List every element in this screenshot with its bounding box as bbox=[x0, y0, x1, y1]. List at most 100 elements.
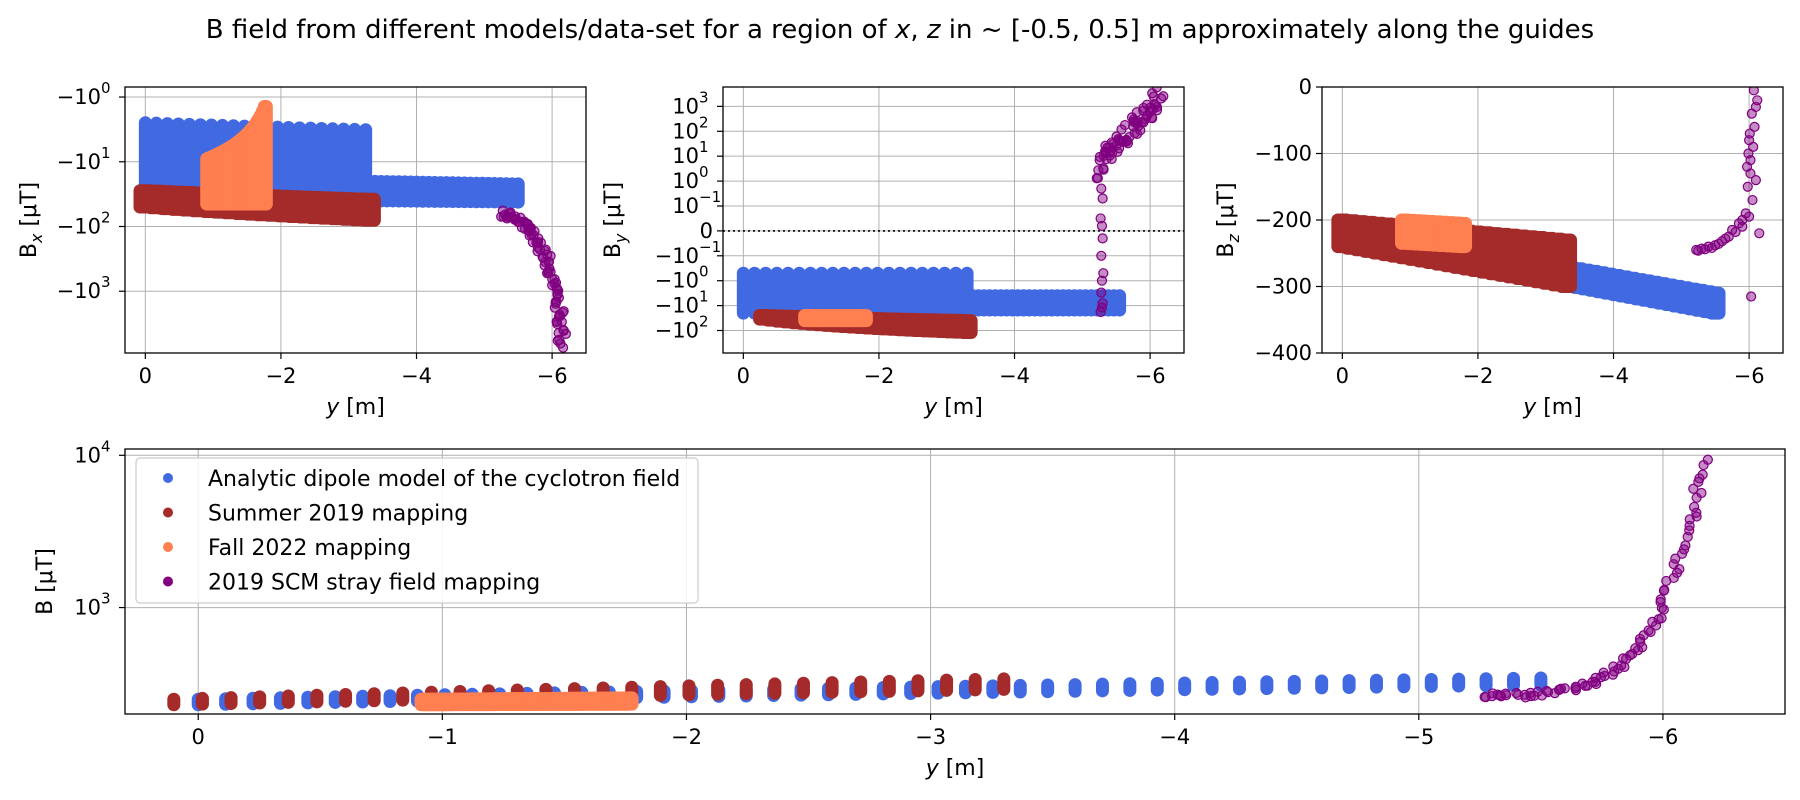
x-tick-label: 0 bbox=[1336, 364, 1349, 388]
x-axis-label: y [m] bbox=[923, 395, 983, 420]
data-point bbox=[557, 342, 569, 353]
series-fall2022 bbox=[798, 309, 873, 328]
y-tick-label: −200 bbox=[1254, 208, 1312, 232]
axes-frame bbox=[722, 86, 1185, 354]
data-point bbox=[1151, 101, 1163, 113]
data-mark bbox=[383, 689, 397, 709]
data-point bbox=[1670, 553, 1681, 564]
data-mark bbox=[315, 121, 329, 201]
data-mark bbox=[768, 677, 782, 700]
x-tick-label: 0 bbox=[192, 725, 205, 749]
data-mark bbox=[1123, 677, 1137, 697]
x-tick-label: −4 bbox=[999, 364, 1030, 388]
plot-area bbox=[167, 454, 1713, 712]
data-point bbox=[1689, 501, 1700, 513]
data-mark bbox=[848, 266, 862, 320]
x-tick-label: −6 bbox=[1734, 364, 1765, 388]
y-tick-exponent: 1 bbox=[101, 144, 111, 162]
y-tick-exponent: −1 bbox=[699, 188, 721, 206]
data-mark bbox=[938, 266, 952, 320]
data-mark bbox=[271, 120, 285, 201]
y-tick-label: 10 bbox=[74, 596, 101, 620]
y-axis-label: By [μT] bbox=[601, 182, 630, 258]
y-tick-label: 0 bbox=[1299, 75, 1312, 99]
data-mark bbox=[1113, 289, 1127, 317]
x-tick-label: −4 bbox=[401, 364, 432, 388]
data-point bbox=[1668, 572, 1679, 584]
series-scm2019 bbox=[1091, 87, 1169, 184]
y-tick-label: −10 bbox=[655, 244, 699, 268]
x-axis-label: y [m] bbox=[325, 395, 385, 420]
series-analytic bbox=[191, 671, 1548, 712]
y-tick-exponent: 0 bbox=[699, 263, 709, 281]
data-point bbox=[1688, 483, 1699, 494]
data-mark bbox=[915, 266, 929, 320]
figure-title: B field from different models/data-set f… bbox=[206, 15, 1594, 45]
data-mark bbox=[1232, 675, 1246, 696]
data-mark bbox=[792, 266, 806, 320]
y-tick-exponent: 0 bbox=[101, 79, 111, 97]
y-tick-label: 10 bbox=[672, 194, 699, 218]
data-point bbox=[1745, 168, 1756, 179]
data-point bbox=[1697, 469, 1708, 480]
data-mark bbox=[927, 266, 941, 320]
data-mark bbox=[1506, 671, 1520, 692]
y-axis-label: Bx [μT] bbox=[17, 182, 46, 258]
data-mark bbox=[949, 266, 963, 320]
data-point bbox=[1720, 233, 1731, 244]
data-mark bbox=[893, 266, 907, 320]
y-tick-label: 0 bbox=[700, 219, 713, 243]
data-point bbox=[1727, 224, 1738, 236]
data-point bbox=[1746, 291, 1757, 302]
x-axis-label: y [m] bbox=[925, 756, 985, 781]
data-mark bbox=[904, 266, 918, 320]
data-mark bbox=[815, 266, 829, 320]
y-axis-label: B [μT] bbox=[33, 548, 58, 615]
x-tick-label: −6 bbox=[1647, 725, 1678, 749]
y-tick-label: 10 bbox=[672, 119, 699, 143]
data-mark bbox=[1315, 674, 1329, 695]
y-tick-exponent: 3 bbox=[101, 590, 111, 608]
x-tick-label: −4 bbox=[1159, 725, 1190, 749]
data-mark bbox=[396, 686, 410, 707]
series-fall2022 bbox=[200, 99, 273, 211]
y-tick-label: 10 bbox=[672, 144, 699, 168]
data-mark bbox=[1068, 678, 1082, 698]
data-mark bbox=[167, 692, 181, 712]
data-mark bbox=[826, 266, 840, 320]
y-tick-exponent: −1 bbox=[699, 238, 721, 256]
data-point bbox=[1511, 687, 1522, 699]
data-point bbox=[1095, 306, 1106, 318]
data-mark bbox=[882, 266, 896, 320]
data-mark bbox=[326, 122, 340, 200]
data-mark bbox=[1178, 676, 1192, 697]
y-tick-label: −10 bbox=[57, 214, 101, 238]
legend-marker-summer2019 bbox=[163, 507, 173, 518]
data-point bbox=[1096, 275, 1108, 286]
data-mark bbox=[940, 673, 954, 697]
legend-label-summer2019: Summer 2019 mapping bbox=[208, 502, 468, 527]
x-axis-label: y [m] bbox=[1522, 395, 1582, 420]
data-mark bbox=[1452, 216, 1473, 254]
data-mark bbox=[1205, 676, 1219, 696]
data-mark bbox=[182, 117, 196, 203]
data-point bbox=[1119, 119, 1131, 131]
data-point bbox=[1098, 164, 1109, 175]
y-tick-exponent: 4 bbox=[101, 437, 111, 455]
data-point bbox=[1096, 220, 1108, 232]
data-mark bbox=[986, 679, 1000, 699]
plot-area bbox=[1331, 87, 1765, 320]
data-point bbox=[1096, 287, 1107, 298]
data-mark bbox=[367, 687, 381, 708]
data-mark bbox=[653, 680, 667, 702]
data-point bbox=[549, 302, 560, 313]
data-mark bbox=[997, 672, 1011, 696]
y-tick-exponent: 3 bbox=[101, 273, 111, 291]
y-tick-label: −300 bbox=[1254, 275, 1312, 299]
x-tick-label: −6 bbox=[1135, 364, 1166, 388]
data-point bbox=[1742, 181, 1753, 192]
data-mark bbox=[1095, 677, 1109, 698]
data-point bbox=[1693, 245, 1704, 256]
data-point bbox=[1138, 117, 1149, 128]
x-tick-label: −2 bbox=[671, 725, 702, 749]
